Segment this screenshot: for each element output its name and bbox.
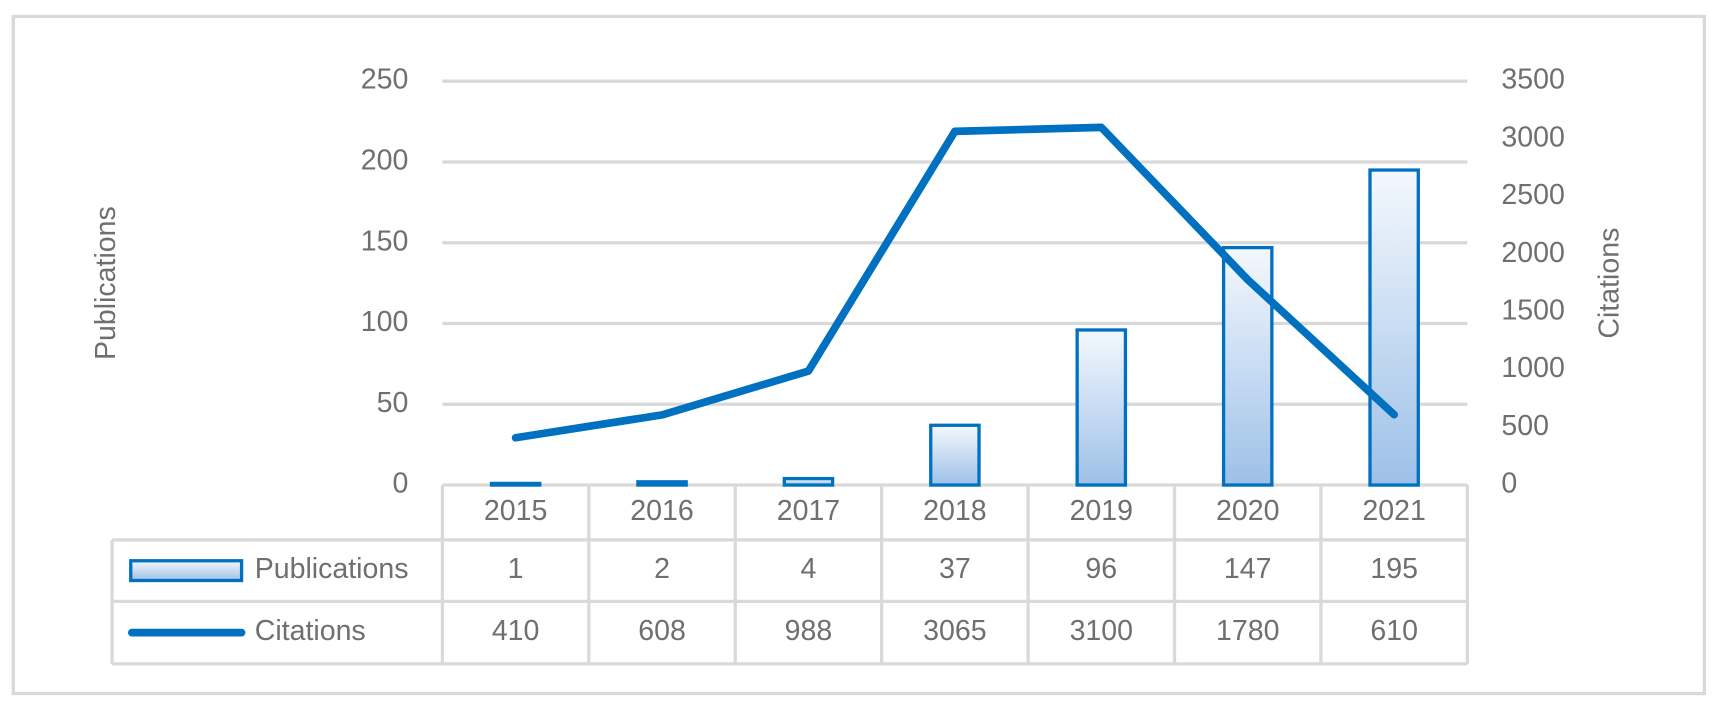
table-value: 608	[638, 615, 686, 647]
x-tick-label: 2015	[484, 495, 547, 527]
line	[511, 123, 1398, 442]
y2-tick-label: 3000	[1501, 121, 1564, 153]
legend-key	[129, 559, 244, 583]
legend-label: Citations	[255, 615, 366, 647]
table-value: 610	[1370, 615, 1418, 647]
bar	[1221, 245, 1274, 487]
y2-tick-label: 2000	[1501, 237, 1564, 269]
chart-frame	[11, 14, 1707, 696]
y-tick-label: 250	[361, 64, 409, 96]
bar	[489, 481, 542, 487]
table-value: 4	[801, 553, 817, 585]
x-tick-label: 2021	[1362, 495, 1425, 527]
table-value: 147	[1224, 553, 1272, 585]
x-tick-label: 2016	[630, 495, 693, 527]
y2-tick-label: 3500	[1501, 64, 1564, 96]
y-axis-label: Publications	[90, 206, 122, 360]
y-tick-label: 50	[377, 387, 409, 419]
y2-tick-label: 500	[1501, 410, 1549, 442]
table-value: 988	[785, 615, 833, 647]
table-value: 96	[1085, 553, 1117, 585]
y-tick-label: 0	[393, 468, 409, 500]
y2-axis-label: Citations	[1594, 228, 1626, 339]
y2-tick-label: 1500	[1501, 294, 1564, 326]
x-tick-label: 2017	[777, 495, 840, 527]
table-value: 37	[939, 553, 971, 585]
bar	[782, 476, 835, 487]
y2-tick-label: 2500	[1501, 179, 1564, 211]
bar	[1075, 328, 1128, 487]
x-tick-label: 2018	[923, 495, 986, 527]
y-tick-label: 100	[361, 306, 409, 338]
table-value: 1780	[1216, 615, 1279, 647]
x-tick-label: 2020	[1216, 495, 1279, 527]
table-value: 195	[1370, 553, 1418, 585]
table-value: 3100	[1070, 615, 1133, 647]
y-tick-label: 150	[361, 225, 409, 257]
x-tick-label: 2019	[1070, 495, 1133, 527]
table-value: 3065	[923, 615, 986, 647]
table-value: 410	[492, 615, 540, 647]
y-tick-label: 200	[361, 145, 409, 177]
y2-tick-label: 1000	[1501, 352, 1564, 384]
bar	[636, 480, 688, 487]
legend-label: Publications	[255, 553, 409, 585]
table-value: 1	[508, 553, 524, 585]
y2-tick-label: 0	[1501, 468, 1517, 500]
bar	[1368, 168, 1420, 487]
bar	[929, 423, 981, 487]
table-value: 2	[654, 553, 670, 585]
